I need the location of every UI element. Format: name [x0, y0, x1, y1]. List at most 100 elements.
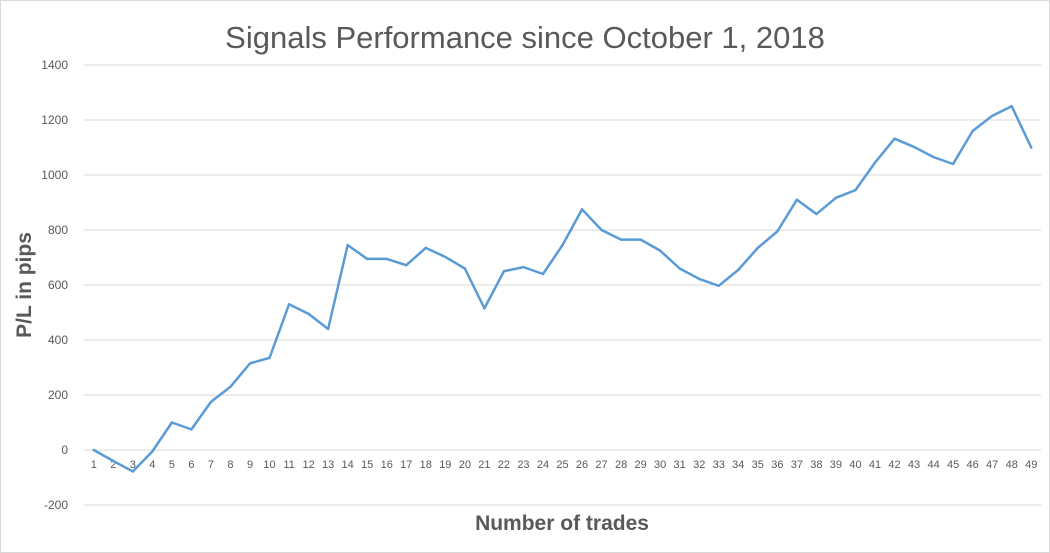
data-point: [483, 307, 486, 310]
x-tick-label: 13: [322, 459, 334, 471]
x-tick-label: 48: [1006, 459, 1018, 471]
gridlines: [84, 64, 1041, 506]
x-tick-label: 22: [498, 459, 510, 471]
data-point: [502, 270, 506, 273]
data-point: [424, 246, 427, 250]
data-point: [795, 198, 799, 201]
data-point: [580, 208, 584, 211]
x-tick-label: 40: [849, 459, 861, 471]
data-point: [990, 114, 994, 118]
x-axis-title: Number of trades: [475, 512, 649, 535]
x-tick-label: 7: [208, 459, 214, 471]
data-point: [893, 137, 896, 140]
data-point: [92, 448, 95, 452]
x-tick-label: 31: [674, 459, 686, 471]
data-point: [658, 249, 662, 252]
y-tick-label: 1000: [41, 168, 68, 182]
data-point: [112, 459, 115, 463]
x-tick-label: 43: [908, 459, 920, 471]
data-point: [131, 470, 135, 473]
x-tick-label: 47: [986, 459, 998, 471]
data-point: [541, 272, 545, 276]
x-tick-label: 42: [888, 459, 900, 471]
x-tick-label: 45: [947, 459, 959, 471]
x-tick-label: 6: [188, 459, 194, 471]
x-tick-label: 15: [361, 459, 373, 471]
x-tick-label: 32: [693, 459, 705, 471]
data-point: [463, 267, 467, 270]
data-point: [698, 277, 701, 281]
y-axis-title: P/L in pips: [13, 232, 36, 338]
x-tick-label: 12: [302, 459, 314, 471]
data-point: [326, 327, 330, 331]
data-point: [268, 356, 271, 360]
x-tick-label: 26: [576, 459, 588, 471]
x-tick-label: 44: [927, 459, 939, 471]
x-tick-label: 33: [713, 459, 725, 471]
x-tick-label: 36: [771, 459, 783, 471]
data-point: [151, 450, 154, 453]
data-point: [209, 400, 213, 404]
y-tick-label: 600: [48, 278, 68, 292]
x-tick-label: 35: [752, 459, 764, 471]
data-point: [912, 145, 916, 149]
x-tick-label: 14: [342, 459, 354, 471]
x-tick-label: 27: [595, 459, 607, 471]
data-point: [834, 196, 838, 200]
data-point: [600, 228, 603, 232]
y-tick-label: 1200: [41, 113, 68, 127]
series-line: [92, 105, 1033, 473]
data-point: [717, 284, 720, 288]
data-point: [1030, 146, 1033, 149]
data-point: [444, 255, 447, 259]
x-tick-label: 11: [283, 459, 294, 471]
data-point: [619, 238, 623, 241]
data-point: [678, 267, 681, 270]
y-tick-label: 0: [61, 443, 68, 457]
x-tick-label: 20: [459, 459, 471, 471]
x-tick-label: 19: [439, 459, 451, 471]
x-tick-label: 24: [537, 459, 549, 471]
x-tick-label: 46: [967, 459, 979, 471]
data-point: [365, 257, 369, 261]
data-point: [1010, 105, 1013, 108]
data-point: [229, 385, 232, 388]
data-point: [287, 303, 291, 306]
data-point: [190, 428, 193, 431]
x-tick-label: 34: [732, 459, 744, 471]
x-tick-label: 1: [91, 459, 97, 471]
x-tick-label: 30: [654, 459, 666, 471]
x-tick-label: 29: [634, 459, 646, 471]
x-tick-label: 38: [810, 459, 822, 471]
y-tick-label: -200: [44, 498, 68, 512]
x-tick-label: 5: [169, 459, 175, 471]
x-tick-label: 25: [556, 459, 568, 471]
data-point: [951, 162, 955, 166]
data-point: [873, 161, 877, 164]
y-tick-label: 400: [48, 333, 68, 347]
data-point: [307, 312, 310, 316]
x-tick-label: 23: [517, 459, 529, 471]
x-tick-label: 4: [149, 459, 155, 471]
data-point: [932, 155, 935, 159]
x-tick-label: 28: [615, 459, 627, 471]
y-tick-label: 200: [48, 388, 68, 402]
data-point: [854, 188, 857, 192]
data-point: [756, 246, 760, 250]
y-tick-label: 800: [48, 223, 68, 237]
data-point: [815, 212, 818, 216]
x-tick-label: 17: [400, 459, 412, 471]
x-tick-label: 16: [381, 459, 393, 471]
data-point: [776, 230, 779, 233]
x-tick-label: 3: [130, 459, 136, 471]
data-point: [248, 362, 252, 365]
x-tick-label: 21: [478, 459, 490, 471]
x-tick-label: 8: [227, 459, 233, 471]
data-point: [561, 243, 564, 247]
data-point: [522, 265, 525, 269]
x-tick-label: 9: [247, 459, 253, 471]
x-tick-label: 2: [110, 459, 116, 471]
x-tick-label: 41: [869, 459, 881, 471]
